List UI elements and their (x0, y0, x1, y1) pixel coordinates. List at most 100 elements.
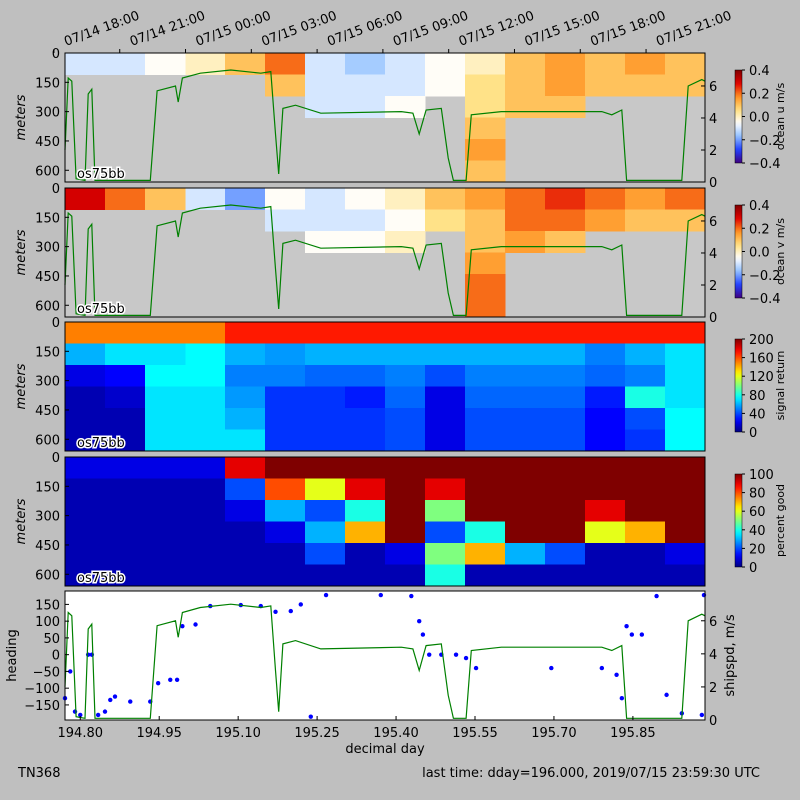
heat-cell (545, 231, 586, 253)
heat-cell (545, 386, 586, 409)
footer-left: TN368 (17, 766, 60, 781)
heat-cell (425, 429, 466, 452)
heat-cell (345, 53, 386, 75)
heat-cell (345, 188, 386, 210)
heat-cell (545, 209, 586, 232)
heat-cell (345, 478, 386, 501)
heat-cell (665, 478, 706, 501)
heat-cell (505, 74, 546, 97)
heat-cell (585, 521, 626, 544)
x-tick-label: 195.85 (610, 726, 656, 741)
plot-frame (64, 590, 706, 721)
heat-cell (65, 564, 106, 587)
heat-cell (385, 209, 426, 232)
heat-cell (545, 322, 586, 344)
heat-cell (225, 564, 266, 587)
heat-cell (465, 139, 506, 161)
heat-cell (225, 386, 266, 409)
instrument-label: os75bb (77, 571, 125, 586)
heat-cell (425, 478, 466, 501)
heat-cell (665, 74, 706, 97)
heat-cell (625, 457, 666, 479)
heat-cell (505, 408, 546, 430)
heat-cell (265, 74, 306, 97)
y-tick-label: −50 (33, 665, 60, 680)
heat-cell (185, 53, 226, 75)
heat-cell (185, 478, 226, 501)
heat-cell (585, 478, 626, 501)
heat-cell (305, 386, 346, 409)
heat-cell (385, 365, 426, 387)
heading-point (155, 680, 161, 686)
heading-point (68, 669, 73, 674)
heat-cell (305, 457, 346, 479)
y-tick-label: 450 (35, 404, 60, 419)
plot-area (65, 591, 705, 720)
y-tick-label: 600 (35, 299, 60, 314)
colorbar-tick-label: 200 (749, 333, 774, 348)
heat-cell (665, 386, 706, 409)
heat-cell (185, 343, 226, 366)
heat-cell (265, 543, 306, 565)
plot-frame (64, 187, 706, 318)
y-tick-label: 600 (35, 164, 60, 179)
heat-cell (65, 478, 106, 501)
heat-cell (225, 322, 266, 344)
heat-cell (225, 365, 266, 387)
heat-cell (505, 322, 546, 344)
y-tick-label: 150 (35, 598, 60, 613)
heat-cell (305, 74, 346, 97)
heat-cell (145, 500, 187, 522)
y-tick-label: 450 (35, 135, 60, 150)
heat-cell (545, 564, 586, 587)
heat-cell (505, 53, 546, 75)
heat-cell (425, 188, 466, 210)
heat-cell (425, 53, 466, 75)
heat-cell (585, 322, 626, 344)
heat-cell (265, 188, 306, 210)
heat-cell (585, 457, 626, 479)
colorbar-tick-label: 0.4 (749, 64, 770, 79)
heading-point (624, 623, 629, 629)
heat-cell (465, 209, 506, 232)
heading-point (614, 672, 619, 677)
heat-cell (65, 429, 106, 452)
heat-cell (305, 500, 346, 522)
y-axis-label: heading (5, 629, 20, 682)
y2-tick-label: 2 (709, 681, 717, 696)
y2-tick-label: 2 (709, 144, 717, 159)
heat-cell (305, 521, 346, 544)
heat-cell (665, 500, 706, 522)
heat-cell (65, 322, 106, 344)
heat-cell (145, 53, 187, 75)
colorbar-tick-label: 80 (749, 389, 766, 404)
heat-cell (105, 500, 146, 522)
heat-cell (545, 457, 586, 479)
heat-cell (105, 408, 146, 430)
y2-tick-label: 6 (709, 615, 717, 630)
heat-cell (385, 343, 426, 366)
y-tick-label: 300 (35, 375, 60, 390)
heat-cell (665, 408, 706, 430)
heat-cell (225, 521, 266, 544)
heat-cell (385, 96, 426, 118)
y2-tick-label: 6 (709, 215, 717, 230)
heat-cell (505, 429, 546, 452)
colorbar-tick-label: 0.0 (749, 246, 770, 261)
heat-cell (665, 188, 706, 210)
colorbar-label: signal return (774, 351, 787, 421)
heat-cell (65, 457, 106, 479)
heading-point (549, 665, 554, 671)
heat-cell (385, 386, 426, 409)
heat-cell (625, 322, 666, 344)
heat-cell (465, 429, 506, 452)
heat-cell (345, 74, 386, 97)
heading-point (473, 665, 479, 671)
heat-cell (505, 343, 546, 366)
heat-cell (545, 429, 586, 452)
heat-cell (305, 322, 346, 344)
heat-cell (185, 188, 226, 210)
heat-cell (265, 53, 306, 75)
heat-cell (625, 365, 666, 387)
heat-cell (465, 74, 506, 97)
